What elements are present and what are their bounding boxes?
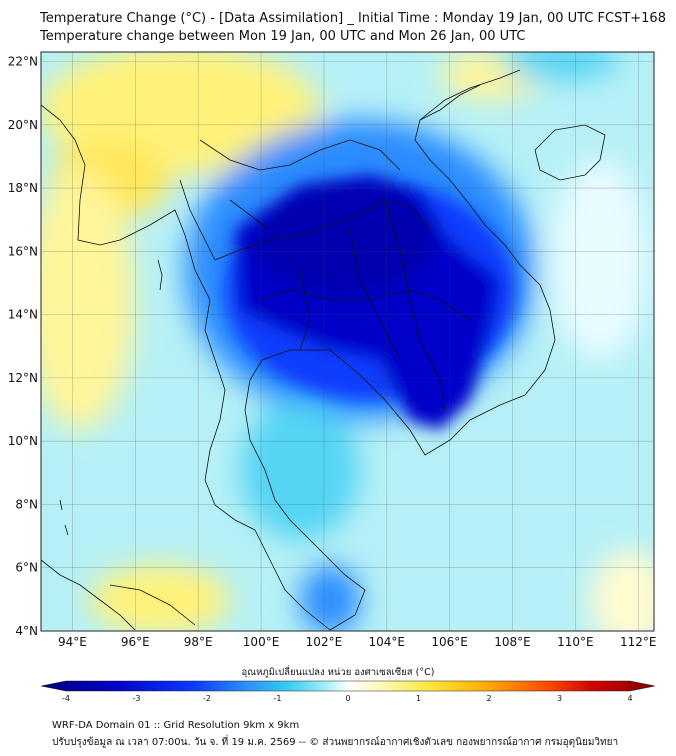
colorbar-label: อุณหภูมิเปลี่ยนแปลง หน่วย องศาเซลเซียส (…: [241, 667, 435, 678]
temperature-field: [41, 52, 654, 631]
chart-title: Temperature Change (°C) - [Data Assimila…: [40, 11, 666, 26]
lon-tick-label: 98°E: [184, 635, 213, 649]
lat-tick-label: 10°N: [8, 434, 38, 448]
colorbar: -4 -3 -2 -1 0 1 2 3 4: [40, 680, 656, 703]
colorbar-tick-label: -4: [62, 694, 70, 703]
lat-tick-label: 16°N: [8, 244, 38, 258]
footer-credit: ปรับปรุงข้อมูล ณ เวลา 07:00น. วัน จ. ที่…: [52, 737, 619, 748]
colorbar-tick-label: -1: [274, 694, 282, 703]
lon-tick-label: 102°E: [306, 635, 343, 649]
lon-tick-label: 108°E: [494, 635, 531, 649]
colorbar-tick-label: 4: [627, 694, 632, 703]
footer-model-info: WRF-DA Domain 01 :: Grid Resolution 9km …: [52, 720, 300, 731]
lat-tick-label: 14°N: [8, 308, 38, 322]
lat-tick-label: 4°N: [15, 624, 38, 638]
lat-tick-label: 8°N: [15, 497, 38, 511]
lon-tick-label: 96°E: [121, 635, 150, 649]
lat-tick-label: 12°N: [8, 371, 38, 385]
lat-tick-label: 6°N: [15, 561, 38, 575]
lat-tick-label: 20°N: [8, 118, 38, 132]
lon-tick-label: 106°E: [431, 635, 468, 649]
colorbar-tick-label: 2: [486, 694, 491, 703]
lon-tick-label: 94°E: [58, 635, 87, 649]
lon-tick-label: 110°E: [557, 635, 594, 649]
lon-tick-label: 104°E: [369, 635, 406, 649]
colorbar-tick-label: 1: [416, 694, 421, 703]
map-frame: [40, 51, 655, 632]
colorbar-tick-label: 3: [557, 694, 562, 703]
lon-tick-label: 100°E: [243, 635, 280, 649]
lat-tick-label: 22°N: [8, 54, 38, 68]
lon-tick-label: 112°E: [620, 635, 657, 649]
colorbar-tick-label: -2: [203, 694, 211, 703]
colorbar-tick-label: -3: [133, 694, 141, 703]
chart-subtitle: Temperature change between Mon 19 Jan, 0…: [40, 29, 526, 44]
coastlines: [41, 69, 606, 631]
lat-tick-label: 18°N: [8, 181, 38, 195]
colorbar-tick-label: 0: [345, 694, 350, 703]
